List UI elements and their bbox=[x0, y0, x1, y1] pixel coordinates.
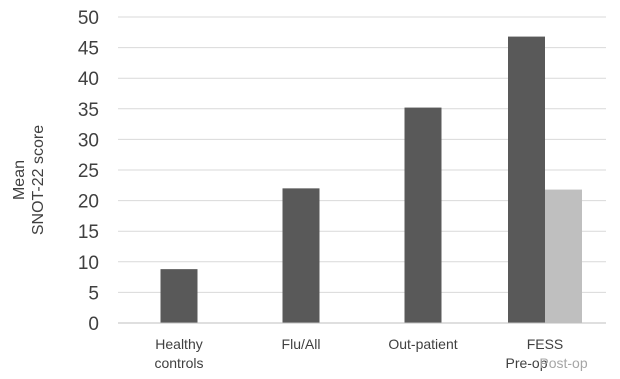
gridlines bbox=[118, 16, 606, 293]
series-label: Post-op bbox=[539, 355, 587, 371]
y-axis-label-line-1: Mean bbox=[11, 160, 28, 200]
y-tick-label: 5 bbox=[88, 283, 99, 304]
y-tick-label: 50 bbox=[78, 8, 99, 29]
x-tick-label: controls bbox=[154, 355, 203, 371]
y-axis-ticks: 0 5 10 15 20 25 30 35 40 45 50 bbox=[78, 8, 99, 335]
y-tick-label: 30 bbox=[78, 130, 99, 151]
x-tick-label: Healthy bbox=[155, 336, 202, 352]
x-tick-label: FESS bbox=[527, 336, 564, 352]
bar-pre-op bbox=[508, 36, 545, 324]
y-tick-label: 40 bbox=[78, 69, 99, 90]
y-axis-label-line-2: SNOT-22 score bbox=[30, 125, 47, 235]
series-label: Pre-op bbox=[505, 355, 547, 371]
x-axis-ticks: Healthy controls Flu/All Out-patient FESS Pre… bbox=[154, 336, 587, 371]
y-tick-label: 45 bbox=[78, 39, 99, 60]
y-tick-label: 35 bbox=[78, 100, 99, 121]
x-tick-label: Flu/All bbox=[282, 336, 321, 352]
bar-post-op bbox=[545, 189, 582, 323]
bars bbox=[160, 36, 582, 324]
bar-pre-op bbox=[404, 107, 442, 324]
x-tick-label: Out-patient bbox=[388, 336, 457, 352]
y-tick-label: 15 bbox=[78, 222, 99, 243]
bar-pre-op bbox=[160, 269, 198, 323]
y-tick-label: 20 bbox=[78, 192, 99, 213]
y-axis-label: Mean SNOT-22 score bbox=[11, 125, 47, 235]
y-tick-label: 0 bbox=[88, 314, 99, 335]
y-tick-label: 10 bbox=[78, 253, 99, 274]
bar-pre-op bbox=[282, 188, 320, 323]
y-tick-label: 25 bbox=[78, 161, 99, 182]
